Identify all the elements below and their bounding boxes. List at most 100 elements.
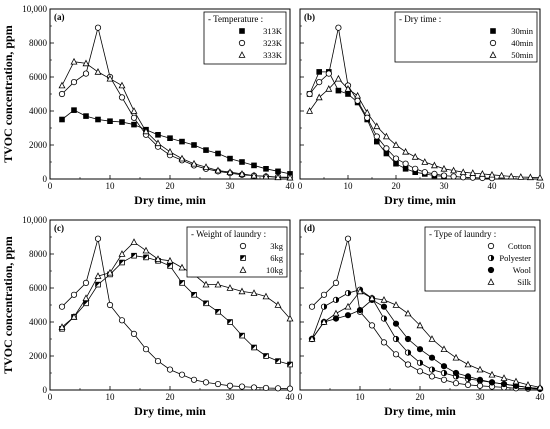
- x-tick-label: 0: [298, 181, 303, 191]
- data-point: [130, 107, 138, 114]
- data-point: [275, 168, 281, 175]
- data-point: [70, 79, 78, 86]
- data-point: [58, 303, 66, 310]
- data-point: [450, 166, 458, 174]
- data-point: [70, 57, 78, 65]
- panel-label: (c): [54, 223, 64, 233]
- legend-entry: Polyester: [499, 253, 531, 263]
- legend-marker: [487, 266, 495, 274]
- data-point: [488, 379, 496, 386]
- data-point: [227, 155, 233, 162]
- legend-title: - Type of laundry :: [429, 229, 496, 239]
- legend-entry: 40min: [511, 38, 533, 48]
- data-point: [452, 369, 460, 377]
- data-point: [262, 384, 270, 392]
- legend-entry: 10kg: [266, 265, 284, 275]
- y-tick-label: 2000: [29, 351, 48, 361]
- panel-b: 0 10 20 30 40 50 Dry time, min (b) - Dry time : 3…: [298, 8, 545, 207]
- data-point: [404, 335, 412, 343]
- data-point: [215, 150, 221, 157]
- data-point: [70, 291, 78, 298]
- legend-marker: [487, 278, 495, 285]
- data-point: [335, 87, 342, 94]
- data-point: [373, 133, 380, 140]
- data-point: [512, 377, 520, 385]
- data-point: [464, 373, 472, 380]
- data-point: [380, 296, 388, 303]
- data-point: [404, 309, 412, 317]
- data-point: [440, 172, 448, 179]
- legend-title: - Temperature :: [208, 14, 263, 24]
- data-point: [274, 385, 282, 392]
- data-point: [498, 171, 506, 179]
- series-333k: [58, 57, 294, 181]
- x-tick-label: 40: [536, 392, 546, 402]
- data-point: [59, 116, 65, 123]
- data-point: [118, 250, 126, 257]
- data-point: [392, 301, 400, 308]
- legend-marker: [238, 51, 246, 58]
- data-point: [428, 354, 436, 361]
- data-point: [82, 279, 90, 286]
- data-point: [238, 287, 246, 295]
- data-point: [344, 85, 352, 92]
- data-point: [476, 382, 484, 389]
- data-point: [286, 314, 294, 322]
- legend-marker: [489, 39, 497, 47]
- data-point: [392, 155, 400, 162]
- data-point: [500, 380, 508, 388]
- data-point: [392, 320, 400, 327]
- y-tick-label: 4000: [29, 317, 48, 327]
- x-tick-label: 30: [226, 392, 236, 402]
- data-point: [106, 301, 114, 309]
- data-point: [202, 280, 210, 288]
- data-point: [412, 165, 419, 172]
- series-3kg: [58, 235, 294, 392]
- legend: - Temperature :313K 323K 333K: [203, 11, 287, 65]
- legend: - Dry time : 30min 40min 50min: [394, 11, 538, 63]
- series-313k: [59, 107, 293, 177]
- x-tick-label: 30: [476, 392, 486, 402]
- data-point: [83, 113, 89, 119]
- data-point: [344, 235, 352, 242]
- data-point: [464, 360, 472, 368]
- data-point: [452, 380, 460, 387]
- data-point: [178, 371, 186, 378]
- series-line: [61, 241, 291, 328]
- data-point: [459, 168, 467, 176]
- data-point: [179, 138, 185, 145]
- y-tick-label: 2000: [29, 140, 48, 150]
- panel-label: (b): [304, 12, 315, 22]
- data-point: [320, 291, 328, 298]
- data-point: [356, 287, 364, 295]
- x-axis-label: Dry time, min: [384, 404, 456, 418]
- y-axis-label: TVOC concentration, ppm: [1, 25, 15, 162]
- data-point: [58, 323, 66, 330]
- data-point: [517, 173, 525, 180]
- legend-entry: 6kg: [270, 253, 284, 263]
- y-tick-label: 10,000: [22, 215, 47, 225]
- data-point: [94, 272, 102, 279]
- data-point: [130, 238, 138, 245]
- legend-entry: 333K: [263, 50, 283, 60]
- x-tick-label: 20: [416, 392, 426, 402]
- series-50min: [306, 74, 544, 181]
- data-point: [320, 318, 328, 325]
- x-tick-label: 0: [48, 392, 53, 402]
- panel-a: 0 10 20 30 40 0 2000 4000 6000 8000 10,000 Dry time…: [22, 4, 295, 207]
- data-point: [380, 303, 388, 310]
- panel-label: (d): [304, 223, 315, 233]
- data-point: [58, 90, 66, 98]
- data-point: [440, 363, 448, 370]
- data-point: [452, 353, 460, 361]
- data-point: [356, 306, 364, 314]
- data-point: [166, 147, 174, 155]
- y-tick-label: 10,000: [22, 4, 47, 14]
- data-point: [190, 159, 198, 167]
- data-point: [166, 366, 174, 373]
- data-point: [478, 170, 486, 177]
- y-tick-label: 0: [43, 174, 48, 184]
- data-point: [428, 373, 436, 380]
- data-point: [524, 381, 532, 388]
- x-tick-label: 10: [106, 181, 116, 191]
